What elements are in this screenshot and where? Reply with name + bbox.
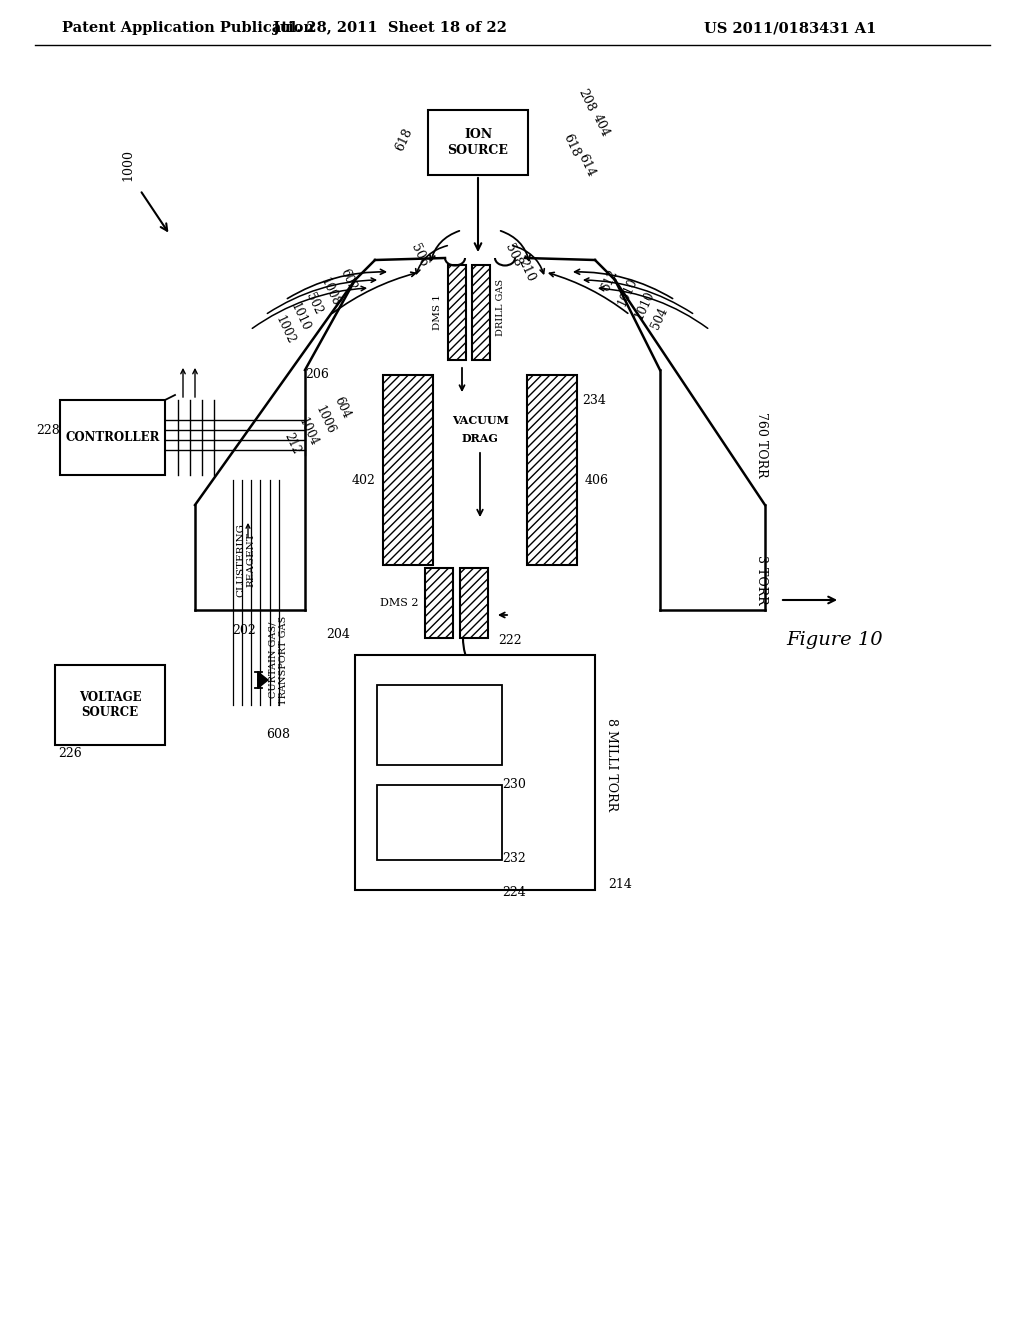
Text: 760 TORR: 760 TORR <box>755 412 768 478</box>
Text: VOLTAGE
SOURCE: VOLTAGE SOURCE <box>79 690 141 719</box>
Text: CURTAIN GAS/
TRANSPORT GAS: CURTAIN GAS/ TRANSPORT GAS <box>268 615 288 705</box>
Polygon shape <box>258 672 268 688</box>
Text: DMS 1: DMS 1 <box>433 294 442 330</box>
Bar <box>55 665 165 744</box>
Text: 202: 202 <box>232 623 256 636</box>
Text: 226: 226 <box>58 747 82 760</box>
Text: CLUSTERING
REAGENT: CLUSTERING REAGENT <box>237 523 256 597</box>
Text: DRAG: DRAG <box>462 433 499 444</box>
Bar <box>425 568 453 638</box>
Bar <box>449 265 466 360</box>
Text: 1006: 1006 <box>312 404 337 437</box>
Text: 204: 204 <box>326 628 350 642</box>
Text: 508: 508 <box>502 242 524 268</box>
Text: 222: 222 <box>498 634 521 647</box>
Text: 212: 212 <box>282 432 302 457</box>
Text: 230: 230 <box>502 779 526 792</box>
Text: 8 MILLI TORR: 8 MILLI TORR <box>605 718 618 812</box>
Text: 402: 402 <box>351 474 375 487</box>
Text: 618: 618 <box>393 127 415 153</box>
Text: 1000: 1000 <box>122 149 134 181</box>
Text: 214: 214 <box>608 879 632 891</box>
Text: 234: 234 <box>582 393 606 407</box>
Text: 618: 618 <box>560 132 582 158</box>
Text: 208: 208 <box>575 86 597 114</box>
Text: 604: 604 <box>332 395 352 421</box>
Text: ION
SOURCE: ION SOURCE <box>447 128 509 157</box>
Text: 1002: 1002 <box>272 314 297 346</box>
Text: 602: 602 <box>337 267 358 293</box>
Bar <box>60 400 165 475</box>
Text: Jul. 28, 2011  Sheet 18 of 22: Jul. 28, 2011 Sheet 18 of 22 <box>273 21 507 36</box>
Text: 614: 614 <box>575 152 597 178</box>
Bar <box>377 685 502 766</box>
Text: 612: 612 <box>599 267 621 293</box>
Text: DRILL GAS: DRILL GAS <box>496 279 505 337</box>
Text: Figure 10: Figure 10 <box>786 631 884 649</box>
Text: 206: 206 <box>305 368 329 381</box>
Text: 502: 502 <box>303 292 325 317</box>
Text: 406: 406 <box>585 474 609 487</box>
Text: 506: 506 <box>409 242 430 268</box>
Bar <box>527 375 577 565</box>
Text: 232: 232 <box>502 851 525 865</box>
Bar <box>472 265 490 360</box>
Text: 1010: 1010 <box>615 276 640 309</box>
Text: 504: 504 <box>649 305 671 331</box>
Text: 1010: 1010 <box>288 301 312 333</box>
Text: 404: 404 <box>590 111 612 139</box>
Text: VACUUM: VACUUM <box>452 414 509 425</box>
Text: CONTROLLER: CONTROLLER <box>66 432 160 444</box>
Text: 608: 608 <box>266 729 290 742</box>
Text: DMS 2: DMS 2 <box>380 598 418 609</box>
Bar <box>355 655 595 890</box>
Text: 228: 228 <box>36 424 60 437</box>
Bar <box>428 110 528 176</box>
Bar <box>377 785 502 861</box>
Text: 1004: 1004 <box>296 416 321 449</box>
Text: 210: 210 <box>515 256 537 284</box>
Text: 1010: 1010 <box>633 289 657 321</box>
Text: 224: 224 <box>502 886 525 899</box>
Bar <box>460 568 488 638</box>
Bar <box>383 375 433 565</box>
Text: US 2011/0183431 A1: US 2011/0183431 A1 <box>703 21 877 36</box>
Text: 1008: 1008 <box>317 276 342 309</box>
Text: Patent Application Publication: Patent Application Publication <box>62 21 314 36</box>
Text: 3 TORR: 3 TORR <box>755 556 768 605</box>
